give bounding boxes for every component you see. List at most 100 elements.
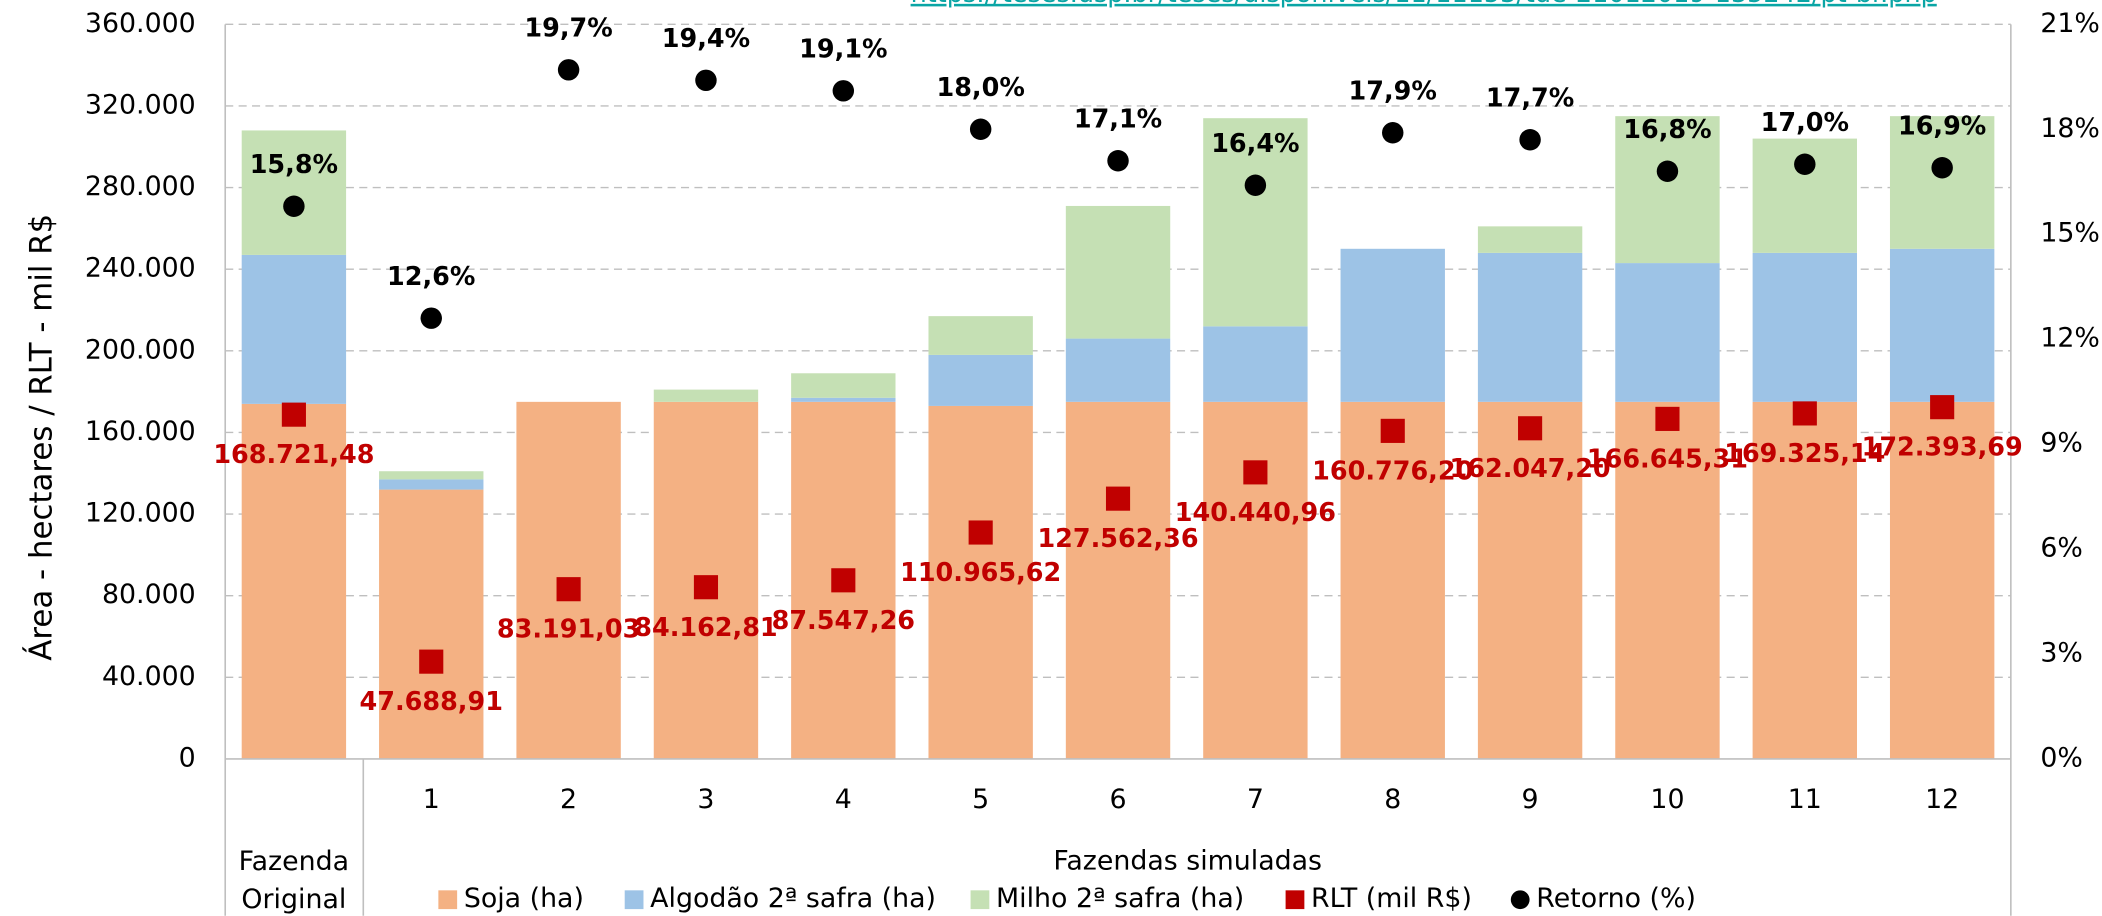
bar-segment (1889, 116, 1995, 249)
data-label: 17,7% (1486, 84, 1574, 114)
x-tick-label: 10 (1650, 784, 1684, 815)
data-label: 19,4% (662, 24, 750, 54)
y2-tick-label: 3% (2040, 638, 2083, 669)
retorno-marker (832, 80, 855, 102)
bar-segment (1203, 401, 1308, 759)
rlt-marker (1518, 416, 1543, 441)
y-tick-label: 240.000 (85, 253, 196, 284)
x-tick-label: 8 (1384, 784, 1401, 815)
bar-segment (379, 471, 484, 480)
rlt-marker (1792, 401, 1817, 426)
x-tick-label: 9 (1522, 784, 1539, 815)
bar-segment (241, 130, 347, 255)
x-tick-label: 2 (560, 784, 577, 815)
data-label: 12,6% (387, 262, 475, 292)
retorno-marker (695, 69, 717, 92)
rlt-marker (1105, 486, 1131, 511)
y-tick-label: 160.000 (85, 416, 196, 447)
data-label: 140.440,96 (1175, 498, 1336, 528)
data-label: 15,8% (250, 150, 338, 180)
data-label: 19,1% (799, 35, 887, 65)
data-label: 87.547,26 (772, 606, 915, 636)
retorno-marker (283, 195, 305, 217)
bar-segment (1615, 116, 1720, 264)
bar-segment (791, 373, 896, 398)
y2-tick-label: 18% (2040, 113, 2100, 144)
legend-label: Milho 2ª safra (ha) (996, 883, 1244, 914)
retorno-marker (420, 307, 442, 329)
data-label: 83.191,03 (497, 615, 640, 645)
retorno-marker (557, 59, 580, 81)
x-tick-label: 7 (1247, 784, 1264, 815)
data-label: 160.776,20 (1312, 456, 1473, 486)
retorno-marker (1931, 157, 1953, 179)
bar-segment (1615, 401, 1720, 759)
x-tick-label: 6 (1109, 784, 1126, 815)
bar-segment (379, 489, 484, 759)
retorno-marker (1107, 150, 1129, 172)
legend-swatch (438, 890, 458, 910)
bar-segment (1477, 401, 1583, 759)
y-tick-label: 80.000 (102, 579, 196, 610)
bar-segment (1065, 338, 1171, 402)
y2-tick-label: 15% (2040, 218, 2100, 249)
y2-tick-label: 0% (2040, 742, 2083, 773)
data-label: 172.393,69 (1862, 433, 2023, 463)
rlt-marker (556, 577, 581, 602)
data-label: 162.047,20 (1450, 454, 1611, 484)
retorno-marker (1794, 153, 1816, 175)
data-label: 16,4% (1211, 129, 1299, 159)
x-tick-label: 3 (697, 784, 714, 815)
data-label: 168.721,48 (213, 440, 374, 470)
bar-segment (1752, 401, 1858, 759)
y-tick-label: 40.000 (102, 661, 196, 692)
bar-segment (1889, 401, 1995, 759)
y2-tick-label: 21% (2040, 8, 2100, 39)
retorno-marker (969, 118, 992, 140)
rlt-marker (1243, 460, 1268, 485)
data-label: 17,9% (1349, 77, 1437, 107)
bar-segment (1477, 226, 1583, 253)
rlt-marker (693, 575, 719, 600)
bar-segment (379, 479, 484, 490)
x-tick-label: 5 (972, 784, 989, 815)
y2-tick-label: 9% (2040, 428, 2083, 459)
rlt-marker (1380, 418, 1405, 443)
legend-label: Soja (ha) (464, 883, 584, 914)
y2-tick-label: 6% (2040, 533, 2083, 564)
rlt-marker (1930, 395, 1955, 420)
x-tick-label-box: Fazenda Original (238, 844, 350, 915)
data-label: 84.162,81 (634, 613, 777, 643)
bar-segment (1340, 248, 1445, 402)
data-label: 18,0% (936, 73, 1024, 103)
data-label: 47.688,91 (360, 687, 503, 717)
y-tick-label: 0 (179, 742, 196, 773)
bar-segment (241, 254, 347, 404)
bar-segment (1203, 118, 1308, 327)
x-tick-label: 11 (1788, 784, 1822, 815)
data-label: 127.562,36 (1037, 524, 1198, 554)
data-label: 169.325,14 (1724, 439, 1885, 469)
retorno-marker (1244, 174, 1267, 196)
legend-swatch (1285, 890, 1305, 910)
data-label: 17,1% (1074, 105, 1162, 135)
legend-label: Retorno (%) (1536, 883, 1696, 914)
rlt-marker (281, 402, 306, 427)
y-tick-label: 200.000 (85, 334, 196, 365)
bar-segment (1889, 248, 1995, 402)
bar-segment (928, 354, 1033, 406)
y-tick-label: 280.000 (85, 171, 196, 202)
x-group-label: Fazendas simuladas (1053, 846, 1322, 877)
x-tick-label: 4 (835, 784, 852, 815)
data-label: 166.645,31 (1587, 444, 1748, 474)
data-label: 19,7% (524, 14, 612, 44)
legend-label: Algodão 2ª safra (ha) (650, 883, 936, 914)
bar-segment (1203, 326, 1308, 402)
x-tick-label: Fazenda Original (238, 844, 350, 915)
rlt-marker (831, 568, 856, 593)
bar-segment (241, 403, 347, 759)
legend-label: RLT (mil R$) (1311, 883, 1472, 914)
y-tick-label: 320.000 (85, 89, 196, 120)
y-tick-label: 360.000 (85, 8, 196, 39)
